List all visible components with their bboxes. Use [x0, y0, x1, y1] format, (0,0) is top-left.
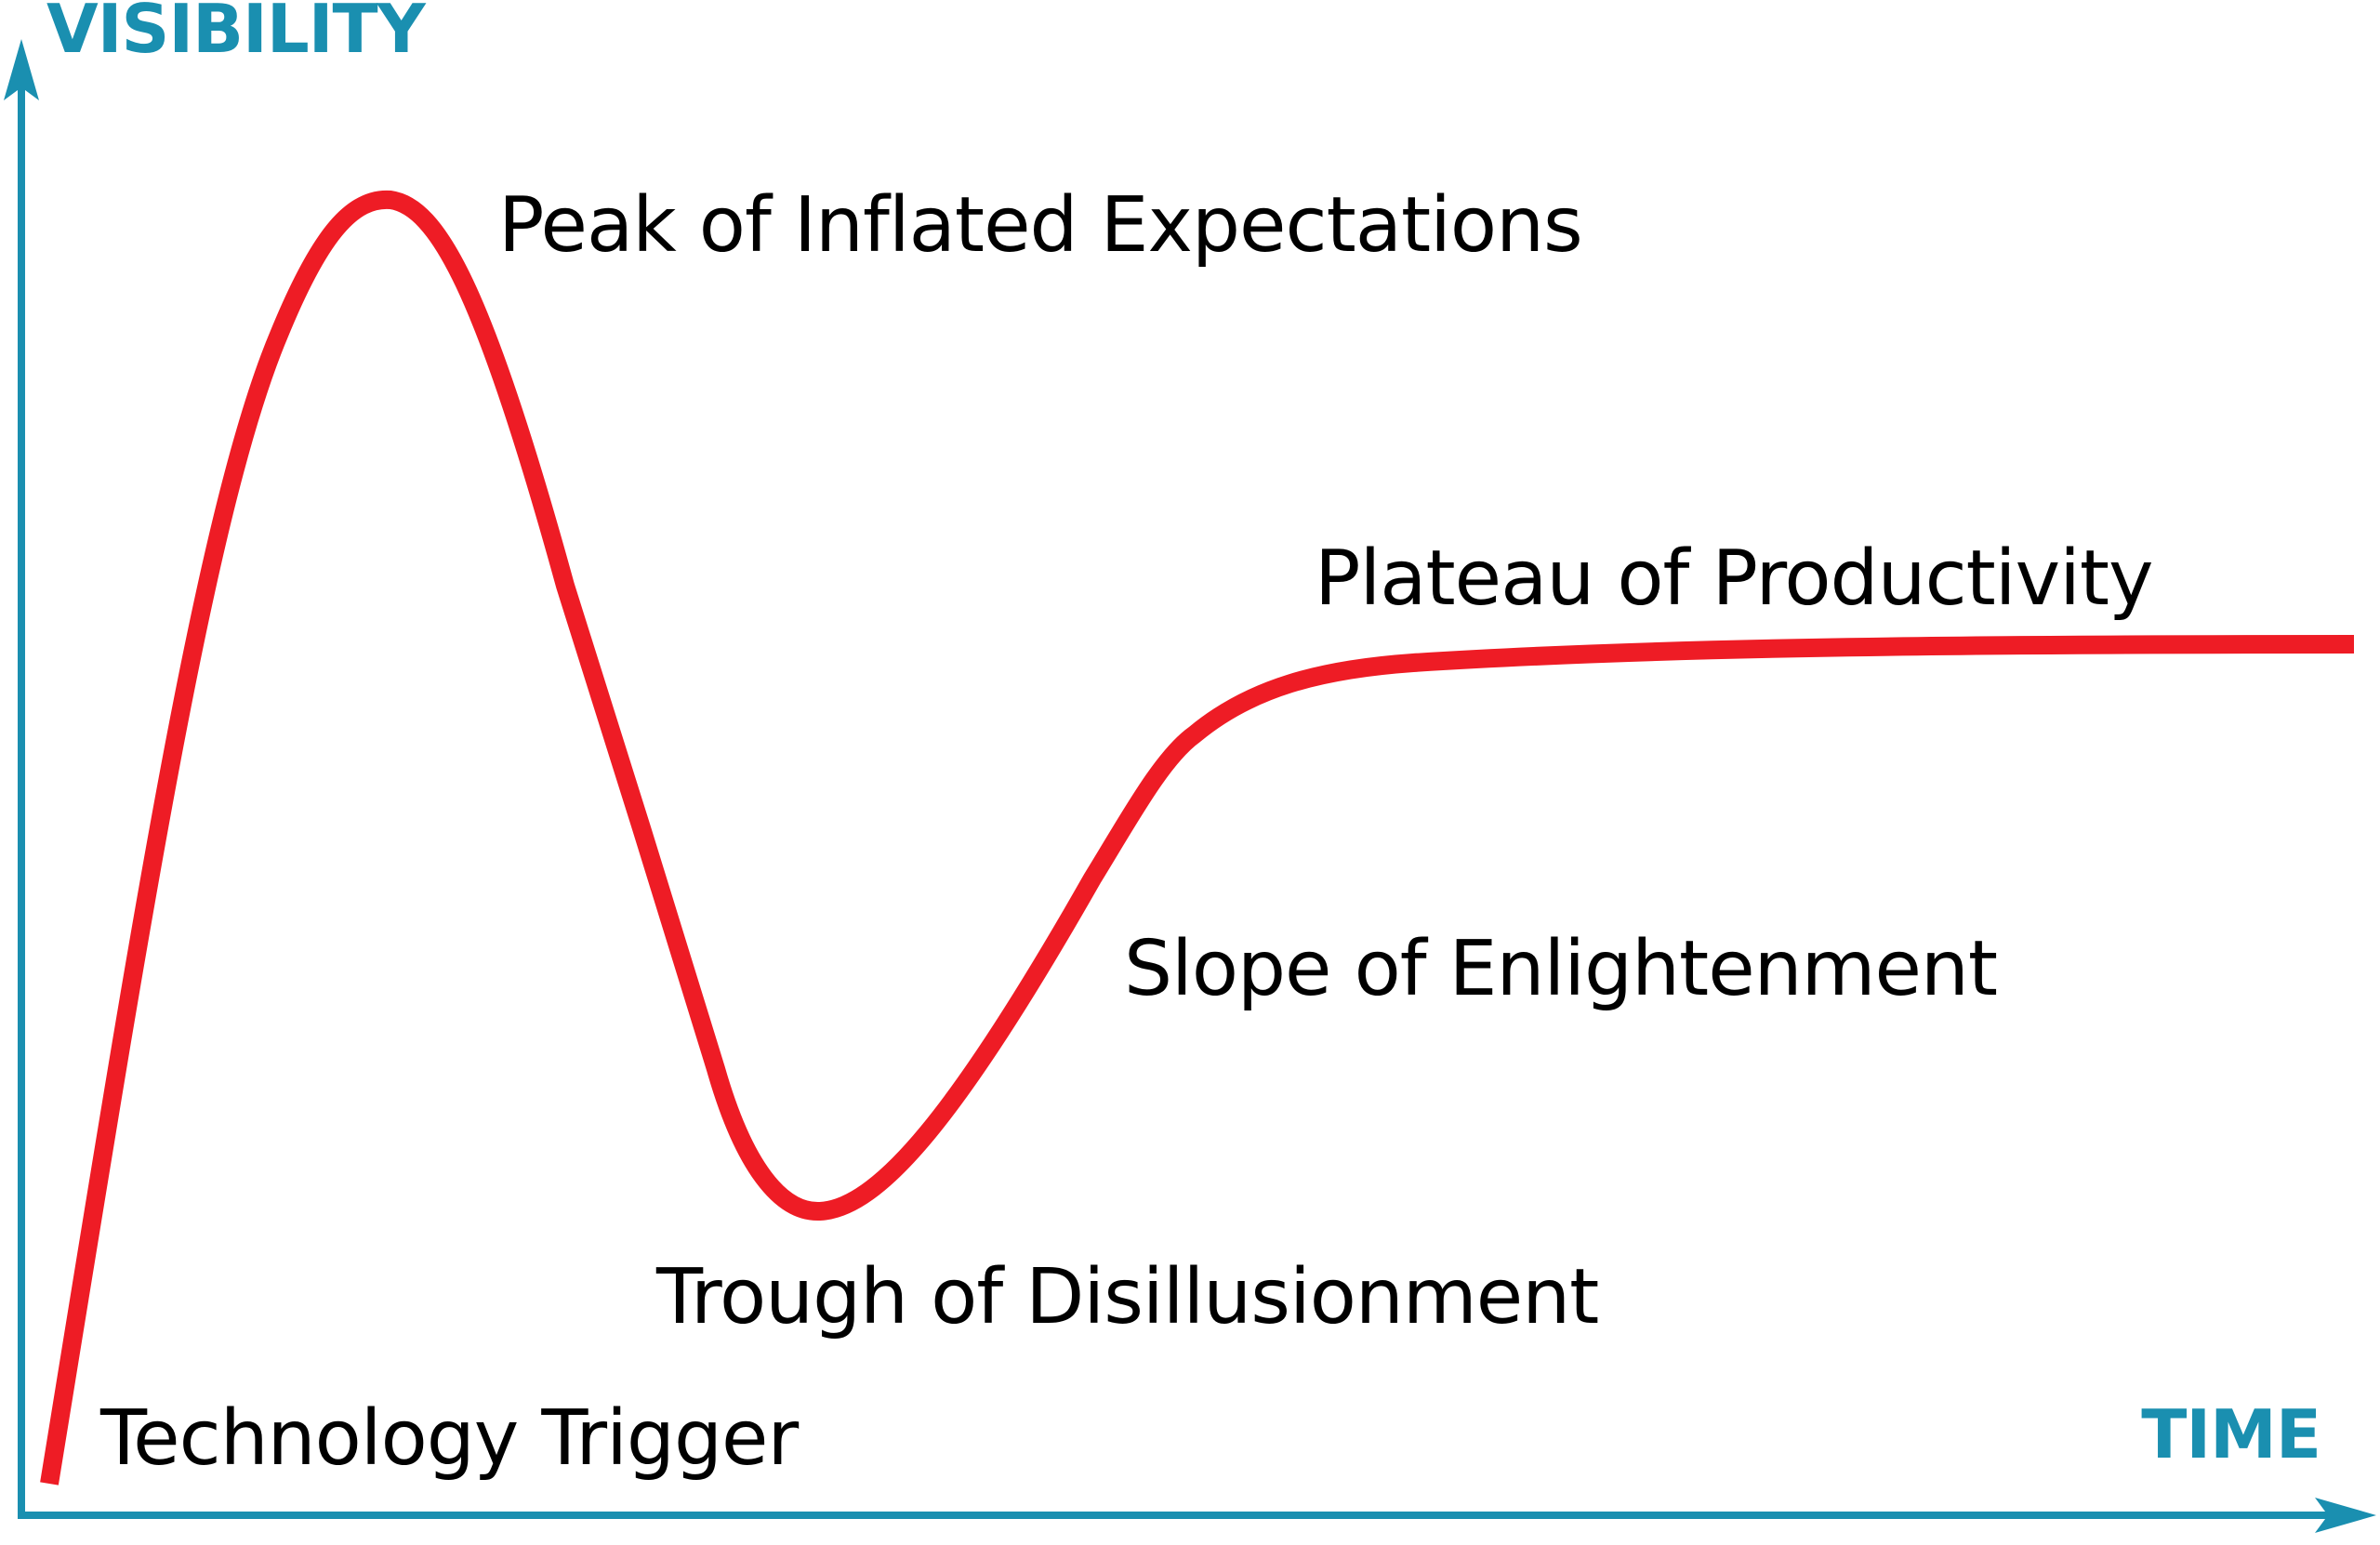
y-axis-label: VISIBILITY [46, 0, 427, 68]
phase-label-slope-of-enlightenment: Slope of Enlightenment [1124, 925, 1997, 1013]
phase-label-peak-of-inflated-expectations: Peak of Inflated Expectations [498, 181, 1582, 270]
x-axis-label: TIME [2141, 1395, 2320, 1473]
phase-label-plateau-of-productivity: Plateau of Productivity [1315, 535, 2153, 623]
phase-label-technology-trigger: Technology Trigger [99, 1394, 799, 1483]
x-axis-arrowhead-icon [2315, 1498, 2376, 1533]
y-axis-arrowhead-icon [4, 39, 39, 100]
phase-label-trough-of-disillusionment: Trough of Disillusionment [655, 1253, 1598, 1341]
hype-cycle-curve [40, 190, 2355, 1486]
